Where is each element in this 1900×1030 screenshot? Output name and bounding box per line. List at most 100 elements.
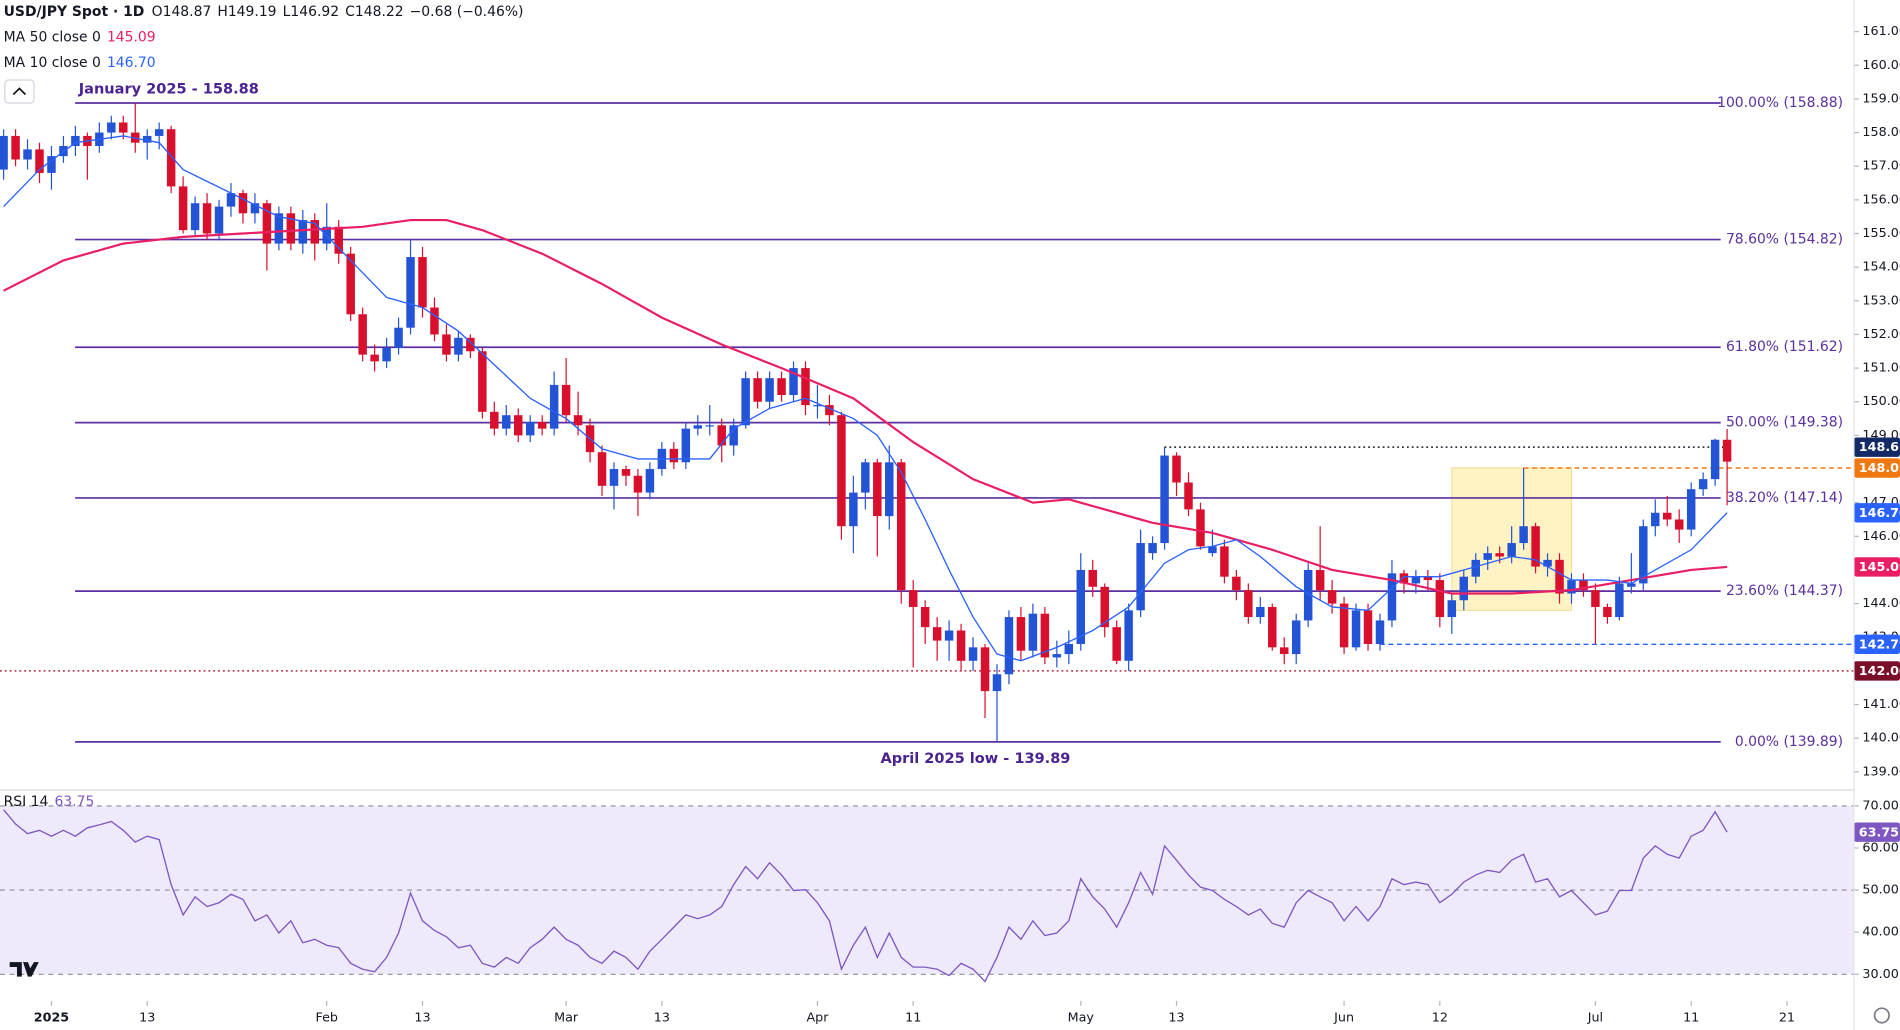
candle-body xyxy=(537,421,547,429)
x-tick-label: 21 xyxy=(1779,1009,1795,1024)
candle-body xyxy=(1028,613,1038,651)
candle-body xyxy=(190,203,200,231)
candle-body xyxy=(1280,647,1289,655)
candle-body xyxy=(1339,603,1349,648)
ma10-value: 146.70 xyxy=(107,55,156,71)
price-tag xyxy=(1853,437,1900,457)
price-tag-label: 146.70 xyxy=(1859,505,1900,520)
price-tag-label: 142.00 xyxy=(1859,663,1900,678)
candle-body xyxy=(334,226,343,254)
main-layer xyxy=(0,102,1732,983)
candle-body xyxy=(1543,559,1552,567)
candle-body xyxy=(1519,526,1528,544)
candle-body xyxy=(693,425,703,429)
candle-body xyxy=(238,193,248,214)
y-tick-label: 146.00 xyxy=(1862,528,1900,543)
candle-body xyxy=(861,462,870,493)
y-tick-label: 40.00 xyxy=(1862,924,1898,939)
price-tag-label: 148.03 xyxy=(1859,460,1900,475)
price-tag xyxy=(1853,458,1900,478)
candle-body xyxy=(1399,573,1409,584)
settings-icon[interactable] xyxy=(1873,1007,1890,1024)
candle-body xyxy=(1232,576,1241,591)
candle-body xyxy=(1256,606,1265,618)
y-tick-label: 157.00 xyxy=(1862,158,1900,173)
annotation: January 2025 - 158.88 xyxy=(78,82,259,98)
price-tag xyxy=(1853,503,1900,523)
ma50-value: 145.09 xyxy=(107,30,156,46)
candle-body xyxy=(107,122,116,133)
x-tick-label: May xyxy=(1068,1009,1095,1024)
candle-body xyxy=(705,425,714,427)
candle-body xyxy=(1387,573,1397,621)
collapse-button[interactable] xyxy=(4,79,35,104)
collapse-button-box[interactable] xyxy=(4,79,35,104)
candle-body xyxy=(932,627,942,641)
rsi-name: RSI 14 xyxy=(4,794,49,810)
candle-body xyxy=(514,415,523,436)
y-tick-label: 144.00 xyxy=(1862,595,1900,610)
candle-body xyxy=(573,415,583,426)
candle-body xyxy=(1579,580,1588,591)
y-tick-label: 159.00 xyxy=(1862,90,1900,105)
candle-body xyxy=(1435,580,1445,618)
candle-body xyxy=(71,135,80,147)
candle-body xyxy=(154,129,164,136)
candle-body xyxy=(142,135,152,143)
rsi-tag xyxy=(1853,822,1900,842)
ohlc-open: O148.87 xyxy=(152,4,212,20)
candle-body xyxy=(35,149,44,173)
candle-body xyxy=(609,469,619,486)
y-tick-label: 139.00 xyxy=(1862,763,1900,778)
candle-body xyxy=(645,469,655,493)
candle-body xyxy=(1555,559,1564,594)
fib-label: 0.00% (139.89) xyxy=(1735,734,1843,750)
candle-body xyxy=(346,253,355,315)
y-tick-label: 155.00 xyxy=(1862,225,1900,240)
candle-body xyxy=(956,630,966,661)
x-tick-label: 13 xyxy=(139,1009,155,1024)
y-tick-label: 154.00 xyxy=(1862,259,1900,274)
y-tick-label: 140.00 xyxy=(1862,730,1900,745)
x-tick-label: 13 xyxy=(414,1009,430,1024)
candle-body xyxy=(1615,583,1624,618)
ma50-name: MA 50 close 0 xyxy=(4,30,101,46)
axis-layer: 100.00% (158.88) 78.60% (154.82) 61.80% (1… xyxy=(34,23,1900,1024)
rsi-tag-label: 63.75 xyxy=(1859,824,1899,839)
rsi-band xyxy=(0,805,1854,975)
candle-body xyxy=(1639,526,1648,584)
candle-body xyxy=(1244,590,1253,618)
candle-body xyxy=(1220,546,1229,577)
candle-body xyxy=(1160,455,1169,544)
symbol-title: USD/JPY Spot · 1D xyxy=(4,4,145,20)
candle-body xyxy=(1100,586,1109,628)
candle-body xyxy=(1351,610,1361,648)
candle-body xyxy=(430,307,439,335)
candle-body xyxy=(1663,512,1672,520)
candle-body xyxy=(1686,489,1696,530)
candle-body xyxy=(621,469,631,476)
price-tag xyxy=(1853,661,1900,681)
candle-body xyxy=(1315,569,1325,591)
candle-body xyxy=(358,314,367,355)
candle-body xyxy=(1603,606,1612,618)
candle-body xyxy=(262,203,272,244)
candle-body xyxy=(1016,617,1026,651)
candle-body xyxy=(478,351,487,412)
candle-body xyxy=(1124,610,1133,661)
chevron-icon[interactable] xyxy=(12,87,27,96)
x-tick-label: 13 xyxy=(1168,1009,1184,1024)
y-tick-label: 150.00 xyxy=(1862,393,1900,408)
candle-body xyxy=(777,378,786,396)
ma10-name: MA 10 close 0 xyxy=(4,55,101,71)
candle-body xyxy=(1567,580,1576,594)
price-tag-label: 148.65 xyxy=(1859,439,1900,454)
candle-body xyxy=(1531,526,1540,567)
y-tick-label: 160.00 xyxy=(1862,57,1900,72)
x-tick-label: Mar xyxy=(554,1009,579,1024)
y-tick-label: 158.00 xyxy=(1862,124,1900,139)
candle-body xyxy=(1459,576,1469,601)
candle-body xyxy=(633,475,643,493)
candle-body xyxy=(549,384,559,429)
